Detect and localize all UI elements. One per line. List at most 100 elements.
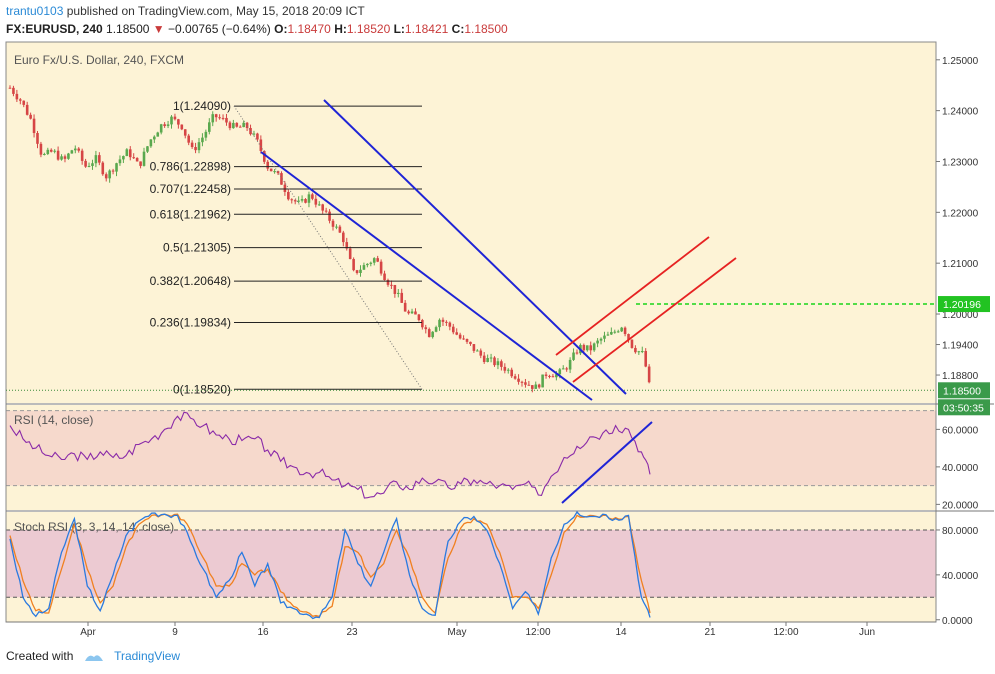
candle-body	[599, 338, 603, 341]
countdown-tag	[938, 399, 990, 416]
candle-body	[262, 150, 266, 162]
candle-body	[249, 128, 252, 135]
candle-body	[390, 284, 393, 286]
candle-body	[183, 129, 187, 136]
footer: Created with TradingView	[6, 649, 180, 663]
rsi-line	[9, 411, 651, 499]
candle-body	[479, 350, 483, 356]
candle-body	[616, 331, 620, 333]
price-tick-label: 1.18800	[942, 371, 979, 382]
time-tick-label: 16	[257, 627, 269, 638]
candle-body	[266, 161, 270, 169]
candle-body	[60, 156, 63, 160]
candle-body	[448, 322, 452, 327]
candle-body	[53, 150, 56, 152]
candle-body	[417, 314, 421, 321]
open-label: O:	[274, 22, 288, 36]
fib-level-label: 0.5(1.21305)	[163, 241, 231, 255]
candle-body	[177, 119, 180, 125]
candle-body	[73, 148, 77, 151]
stoch-d-line	[9, 513, 651, 618]
candle-body	[575, 352, 579, 354]
candle-body	[156, 132, 160, 137]
candle-body	[482, 355, 486, 362]
candle-body	[225, 117, 228, 123]
candle-body	[321, 204, 324, 211]
red-channel-upper	[555, 236, 710, 356]
candle-body	[163, 124, 166, 127]
fib-level-label: 0.382(1.20648)	[150, 274, 231, 288]
candle-body	[455, 332, 459, 335]
candle-body	[80, 150, 84, 161]
time-tick-label: 9	[172, 627, 178, 638]
candle-body	[12, 87, 15, 94]
candle-body	[534, 384, 538, 389]
candle-body	[101, 162, 105, 175]
candle-body	[451, 326, 455, 333]
candle-body	[555, 374, 558, 378]
symbol-line: FX:EURUSD, 240 1.18500 ▼ −0.00765 (−0.64…	[6, 22, 508, 36]
candle-body	[307, 194, 311, 203]
candle-body	[438, 319, 441, 328]
candle-body	[115, 163, 118, 172]
candle-body	[568, 359, 572, 370]
candle-body	[352, 258, 355, 271]
candle-body	[366, 263, 369, 266]
candle-body	[359, 269, 362, 273]
price-tick-label: 1.24000	[942, 107, 979, 118]
candle-body	[276, 171, 280, 174]
candle-body	[386, 280, 390, 285]
candle-body	[630, 339, 634, 348]
price-tick-label: 1.23000	[942, 157, 979, 168]
tradingview-link[interactable]: TradingView	[114, 649, 181, 663]
candle-body	[400, 292, 404, 303]
candle-body	[606, 334, 610, 336]
candle-body	[218, 117, 221, 119]
author-link[interactable]: trantu0103	[6, 4, 64, 18]
stoch-band-fill	[6, 529, 936, 598]
candle-body	[173, 116, 177, 120]
fib-level-label: 0.707(1.22458)	[150, 182, 231, 196]
last-price: 1.18500	[106, 22, 150, 36]
candle-body	[610, 332, 613, 335]
stoch-tick-label: 40.0000	[942, 571, 979, 582]
candle-body	[235, 122, 239, 127]
candle-body	[43, 153, 46, 155]
candle-body	[304, 199, 307, 203]
candle-body	[122, 156, 125, 160]
candle-body	[125, 149, 129, 157]
rsi-tick-label: 60.0000	[942, 425, 979, 436]
candle-body	[637, 351, 641, 353]
candle-body	[551, 376, 555, 378]
candle-body	[458, 334, 462, 339]
candle-body	[214, 114, 218, 118]
candle-body	[159, 124, 163, 133]
candle-body	[252, 133, 256, 135]
candle-body	[132, 157, 136, 159]
candle-body	[108, 170, 111, 179]
low-value: 1.18421	[404, 22, 449, 36]
candle-body	[166, 124, 170, 127]
candle-body	[180, 124, 184, 130]
candle-body	[197, 142, 201, 151]
candle-body	[414, 311, 417, 315]
tradingview-logo-icon	[84, 655, 103, 661]
channel-lower-line	[260, 151, 593, 401]
candle-body	[56, 150, 60, 160]
candle-body	[49, 149, 53, 152]
candle-body	[317, 204, 321, 206]
price-pane-bg	[6, 42, 936, 403]
candle-body	[170, 116, 173, 125]
candle-body	[431, 331, 434, 338]
candle-body	[91, 163, 94, 166]
candle-body	[232, 122, 235, 129]
rsi-band-fill	[6, 410, 936, 486]
candle-body	[149, 139, 153, 147]
time-tick-label: 14	[615, 627, 627, 638]
candle-body	[379, 261, 383, 274]
candle-body	[410, 311, 414, 314]
channel-upper-line	[323, 99, 627, 395]
candle-body	[537, 384, 541, 388]
time-tick-label: Apr	[80, 627, 96, 638]
